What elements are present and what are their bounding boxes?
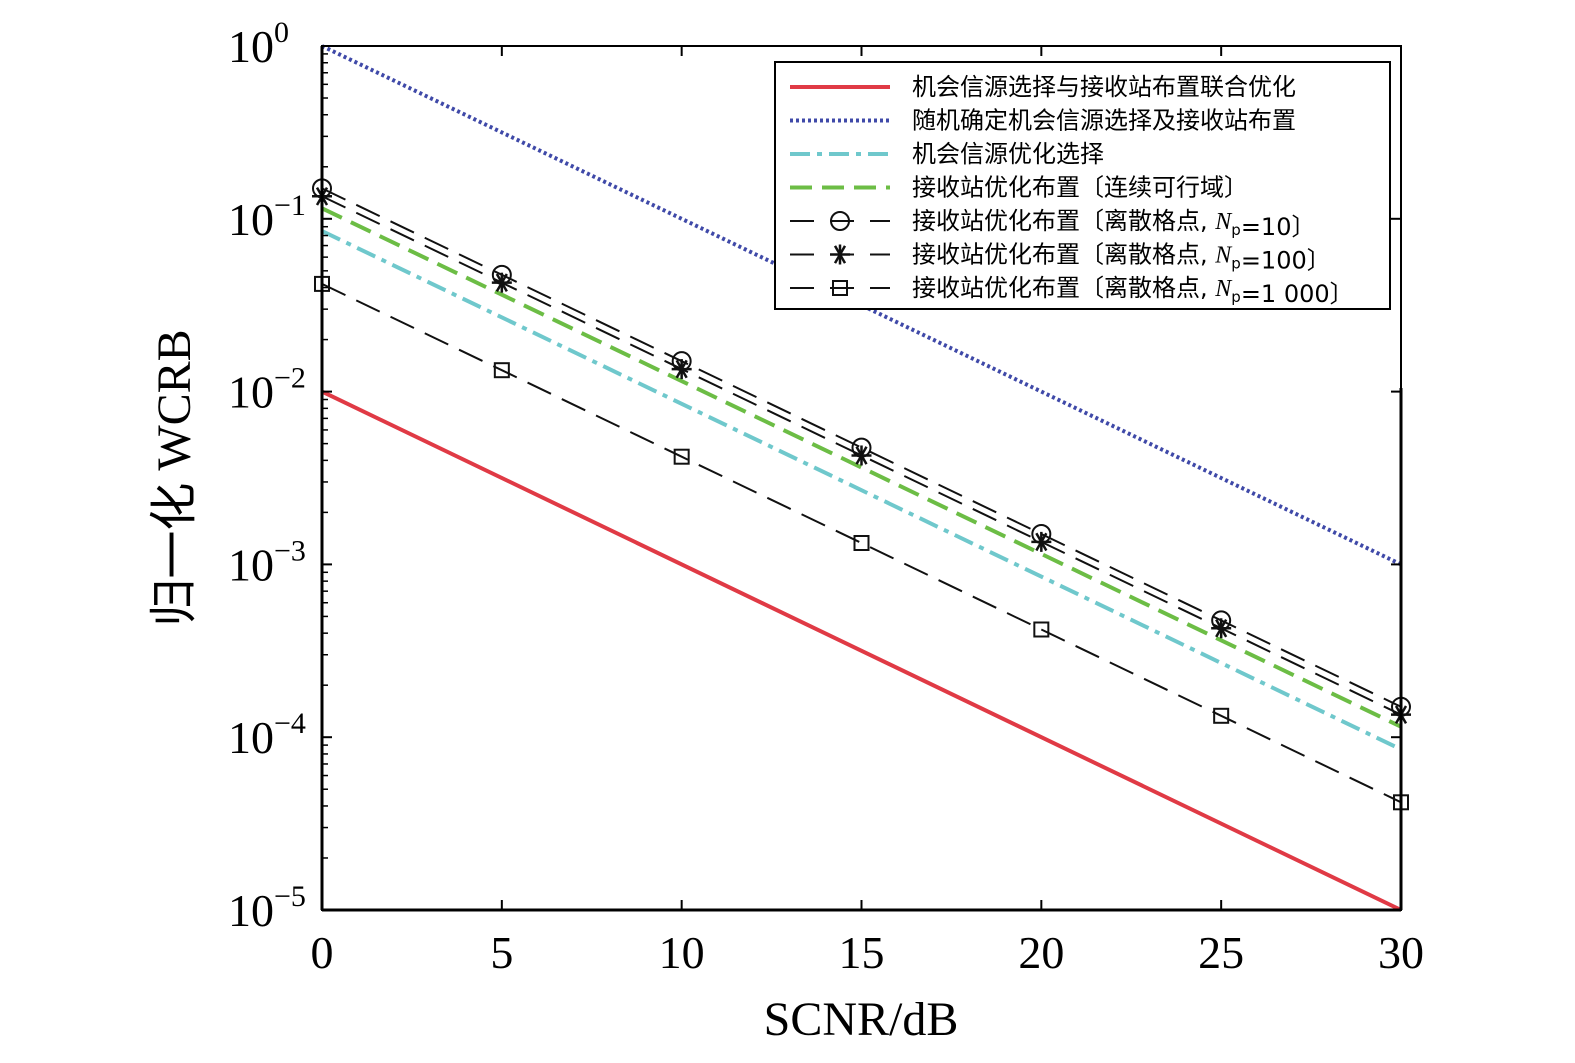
legend-marker bbox=[832, 280, 848, 296]
series-layer bbox=[312, 44, 1411, 912]
x-tick-label: 20 bbox=[1018, 927, 1064, 978]
series-7-point bbox=[853, 534, 870, 551]
series-7-point bbox=[673, 448, 690, 465]
series-7-point bbox=[493, 362, 510, 379]
legend-marker bbox=[830, 244, 850, 265]
series-6-point bbox=[1031, 531, 1052, 552]
y-tick-label: 100 bbox=[228, 16, 289, 72]
legend-box bbox=[774, 61, 1391, 310]
legend-marker bbox=[830, 211, 850, 231]
legend-item: 随机确定机会信源选择及接收站布置 bbox=[790, 107, 1296, 135]
y-tick-label: 10−5 bbox=[228, 880, 306, 936]
series-6-point bbox=[671, 359, 692, 380]
series-6-point bbox=[1211, 618, 1232, 639]
series-4 bbox=[321, 206, 1402, 729]
legend-label: 接收站优化布置〔连续可行域〕 bbox=[912, 174, 1248, 202]
y-axis-title: 归一化 WCRB bbox=[148, 329, 201, 626]
legend-item: 机会信源优化选择 bbox=[790, 140, 1104, 168]
y-tick-label: 10−4 bbox=[228, 707, 306, 763]
series-1 bbox=[321, 389, 1402, 912]
series-6-point bbox=[491, 272, 512, 293]
legend-item: 接收站优化布置〔离散格点, Np=10〕 bbox=[790, 207, 1315, 241]
series-line-4 bbox=[321, 206, 1402, 729]
legend: 机会信源选择与接收站布置联合优化随机确定机会信源选择及接收站布置机会信源优化选择… bbox=[774, 61, 1391, 310]
x-tick-label: 5 bbox=[490, 927, 513, 978]
series-6-point bbox=[851, 445, 872, 466]
series-line-7 bbox=[321, 283, 1402, 804]
legend-label: 接收站优化布置〔离散格点, Np=10〕 bbox=[912, 207, 1315, 241]
series-line-1 bbox=[321, 389, 1402, 912]
legend-item: 机会信源选择与接收站布置联合优化 bbox=[790, 73, 1296, 101]
series-3 bbox=[321, 229, 1402, 752]
legend-label: 机会信源选择与接收站布置联合优化 bbox=[912, 73, 1296, 101]
x-tick-label: 30 bbox=[1378, 927, 1424, 978]
y-tick-label: 10−1 bbox=[228, 189, 306, 245]
series-7 bbox=[314, 275, 1409, 811]
x-tick-label: 10 bbox=[659, 927, 705, 978]
x-tick-label: 15 bbox=[839, 927, 885, 978]
series-2 bbox=[321, 44, 1402, 567]
series-line-3 bbox=[321, 229, 1402, 752]
y-tick-label: 10−3 bbox=[228, 534, 306, 590]
series-7-point bbox=[1213, 707, 1230, 724]
series-line-2 bbox=[321, 44, 1402, 567]
y-tick-label: 10−2 bbox=[228, 362, 306, 418]
ticks-layer: 0 5 10 15 20 25 30 10−5 10−4 10−3 10−2 10−1 100 bbox=[228, 16, 1424, 978]
x-tick-label: 25 bbox=[1198, 927, 1244, 978]
legend-label: 接收站优化布置〔离散格点, Np=100〕 bbox=[912, 241, 1331, 275]
series-6 bbox=[312, 186, 1411, 725]
legend-item: 接收站优化布置〔离散格点, Np=1 000〕 bbox=[790, 274, 1354, 308]
x-tick-label: 0 bbox=[311, 927, 334, 978]
legend-label: 机会信源优化选择 bbox=[912, 140, 1104, 168]
series-7-point bbox=[1033, 621, 1050, 638]
legend-label: 随机确定机会信源选择及接收站布置 bbox=[912, 107, 1296, 135]
legend-label: 接收站优化布置〔离散格点, Np=1 000〕 bbox=[912, 274, 1354, 308]
legend-item: 接收站优化布置〔离散格点, Np=100〕 bbox=[790, 241, 1331, 275]
x-axis-title: SCNR/dB bbox=[764, 993, 959, 1046]
legend-item: 接收站优化布置〔连续可行域〕 bbox=[790, 174, 1248, 202]
